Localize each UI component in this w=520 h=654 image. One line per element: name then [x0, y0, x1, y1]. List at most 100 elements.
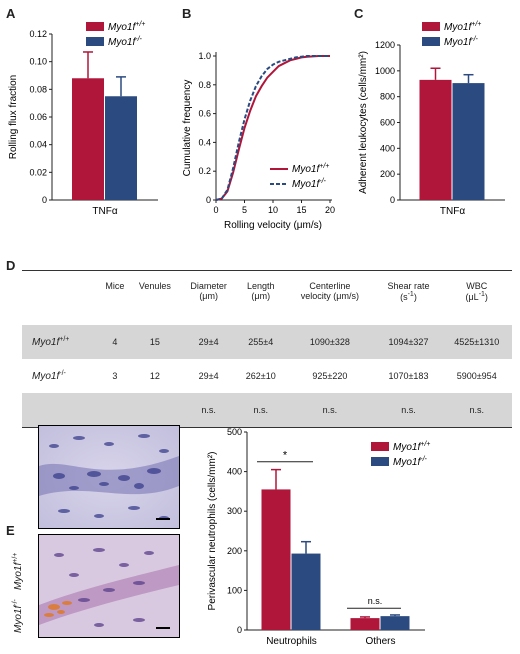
y-tick-label: 800	[380, 92, 395, 102]
table-row: n.s. n.s. n.s. n.s. n.s.	[22, 393, 512, 428]
x-tick-label: 10	[268, 205, 278, 215]
y-tick-label: 200	[227, 546, 242, 556]
y-tick-label: 0	[237, 625, 242, 635]
table-cell: 4525±1310	[441, 325, 512, 359]
legend-label: Myo1f-/-	[292, 178, 327, 190]
y-tick-label: 0.04	[29, 140, 47, 150]
x-axis-label: Rolling velocity (μm/s)	[224, 220, 322, 231]
x-tick-label: Neutrophils	[266, 636, 317, 647]
y-axis-label: Perivascular neutrophils (cells/mm²)	[207, 452, 218, 611]
table-row: Myo1f-/- 3 12 29±4 262±10 925±220 1070±1…	[22, 359, 512, 393]
legend-label: Myo1f+/+	[444, 21, 481, 33]
bar	[72, 78, 104, 200]
chart-a-rolling-flux: 0 0.02 0.04 0.06 0.08 0.10 0.12 Rolling flux fr…	[8, 21, 158, 217]
y-tick-label: 0.4	[198, 137, 211, 147]
panel-label-e: E	[6, 523, 15, 538]
y-tick-label: 1000	[375, 66, 395, 76]
table-header-row: Mice Venules Diameter (μm) Length (μm) Cen…	[22, 270, 512, 325]
x-tick-label: 5	[242, 205, 247, 215]
x-tick-label: 0	[213, 205, 218, 215]
panel-label-c: C	[354, 6, 364, 21]
table-header-cell: Shear rate (s-1)	[375, 270, 442, 325]
table-cell: 925±220	[312, 371, 348, 381]
y-tick-label: 600	[380, 118, 395, 128]
table-header-cell: Mice	[100, 270, 130, 325]
y-tick-label: 0.08	[29, 84, 47, 94]
micrograph-label-ko-text: Myo1f-/-	[12, 599, 24, 633]
legend-swatch	[422, 37, 440, 46]
legend-swatch	[371, 457, 389, 466]
panel-label-b: B	[182, 6, 192, 21]
y-tick-label: 0.06	[29, 112, 47, 122]
y-tick-label: 0.12	[29, 29, 47, 39]
legend-label: Myo1f+/+	[292, 163, 329, 175]
y-tick-label: 500	[227, 427, 242, 437]
micrograph-label-wt-text: Myo1f+/+	[12, 552, 24, 590]
legend-label: Myo1f-/-	[444, 36, 479, 48]
y-tick-label: 0	[206, 195, 211, 205]
y-tick-label: 400	[227, 467, 242, 477]
chart-e-perivascular-neutrophils: 0 100 200 300 400 500 Perivascular neutrophils…	[207, 427, 430, 647]
table-cell: 5900±954	[456, 371, 497, 381]
micrograph-ko-drawing	[39, 535, 179, 637]
legend-label: Myo1f-/-	[108, 36, 143, 48]
bar	[419, 79, 452, 200]
y-tick-label: 300	[227, 506, 242, 516]
panel-label-d: D	[6, 258, 16, 273]
table-header-cell: WBC (μL-1)	[441, 270, 512, 325]
table-row: Myo1f+/+ 4 15 29±4 255±4 1090±328 1094±3…	[22, 325, 512, 359]
y-tick-label: 0.6	[198, 109, 211, 119]
table-cell: 15	[129, 325, 181, 359]
x-tick-label: 20	[325, 205, 335, 215]
bar	[380, 616, 410, 630]
table-cell: 29±4	[198, 371, 219, 381]
row-label: Myo1f-/-	[32, 370, 66, 382]
table-cell	[129, 393, 181, 428]
venule-parameters-table: Mice Venules Diameter (μm) Length (μm) Cen…	[22, 270, 512, 428]
legend-swatch	[371, 442, 389, 451]
bar	[291, 553, 321, 630]
table-cell: n.s.	[237, 393, 285, 428]
table-cell	[100, 393, 130, 428]
bar	[261, 489, 291, 630]
y-tick-label: 400	[380, 143, 395, 153]
x-tick-label: TNFα	[440, 206, 465, 217]
legend-swatch	[422, 22, 440, 31]
x-tick-label: Others	[365, 636, 395, 647]
row-label: Myo1f+/+	[22, 325, 100, 359]
y-tick-label: 0	[42, 195, 47, 205]
x-tick-label: TNFα	[92, 206, 117, 217]
legend-label: Myo1f+/+	[393, 441, 430, 453]
table-cell: n.s.	[441, 393, 512, 428]
table-cell: 29±4	[180, 325, 238, 359]
panel-label-a: A	[6, 6, 16, 21]
bar	[105, 96, 137, 200]
table-header-cell: Diameter (μm)	[180, 270, 238, 325]
y-axis-label: Rolling flux fraction	[8, 75, 19, 159]
table-cell: 262±10	[245, 371, 276, 381]
legend-label: Myo1f+/+	[108, 21, 145, 33]
table-cell: n.s.	[284, 393, 376, 428]
table-header-cell: Venules	[129, 270, 181, 325]
bar	[350, 618, 380, 630]
y-tick-label: 0.10	[29, 57, 47, 67]
table-cell: n.s.	[180, 393, 238, 428]
y-tick-label: 0	[390, 195, 395, 205]
micrograph-ko-image	[38, 534, 180, 638]
table-cell: n.s.	[375, 393, 442, 428]
micrograph-wt-drawing	[39, 426, 179, 528]
table-cell: 1070±183	[388, 371, 429, 381]
y-tick-label: 1.0	[198, 51, 211, 61]
legend-swatch	[86, 37, 104, 46]
chart-c-adherent-leukocytes: 0 200 400 600 800 1000 1200 Adherent leukocytes…	[358, 21, 505, 217]
row-label	[22, 393, 100, 428]
y-tick-label: 1200	[375, 40, 395, 50]
table-cell: 1090±328	[284, 325, 376, 359]
y-axis-label: Cumulative frequency	[182, 80, 193, 177]
y-axis-label: Adherent leukocytes (cells/mm²)	[358, 51, 369, 194]
y-tick-label: 0.2	[198, 166, 211, 176]
y-tick-label: 200	[380, 169, 395, 179]
table-header-cell: Length (μm)	[237, 270, 285, 325]
series-line	[215, 55, 330, 201]
